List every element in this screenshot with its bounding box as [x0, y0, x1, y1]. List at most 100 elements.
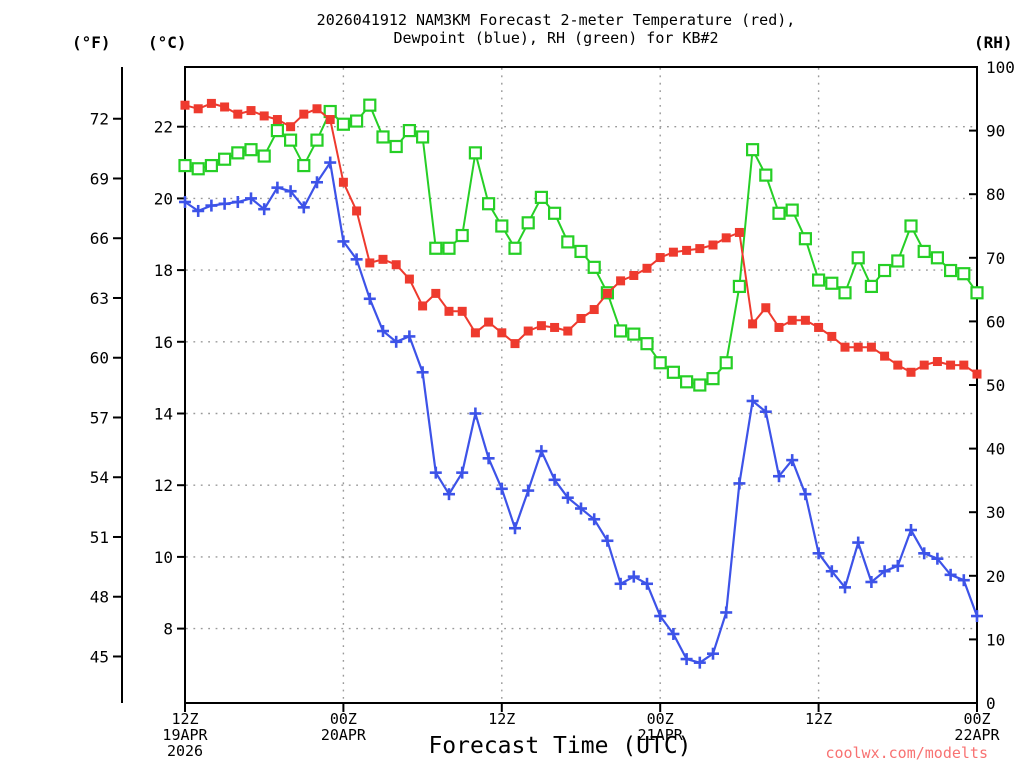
rh-marker — [838, 286, 852, 300]
2-meter-temperature-marker — [616, 276, 626, 286]
fahrenheit-tick-label: 60 — [90, 349, 109, 368]
rh-marker — [534, 190, 549, 204]
rh-marker — [930, 251, 945, 265]
rh-marker — [706, 372, 720, 386]
rh-marker — [495, 219, 509, 233]
x-tick-label: 19APR — [162, 726, 208, 744]
x-tick-label: 00Z — [963, 710, 990, 728]
2-meter-temperature-marker — [695, 244, 705, 254]
2-meter-temperature-marker — [906, 367, 916, 377]
2-meter-temperature-marker — [602, 288, 612, 298]
2-meter-temperature-marker — [338, 177, 348, 187]
celsius-tick-label: 16 — [154, 333, 173, 352]
rh-marker — [310, 133, 324, 147]
rh-marker — [864, 279, 879, 294]
celsius-axis-header: (°C) — [148, 33, 187, 52]
rh-marker — [627, 327, 641, 341]
chart-title-line1: 2026041912 NAM3KM Forecast 2-meter Tempe… — [316, 11, 796, 29]
2-meter-temperature-marker — [629, 270, 639, 280]
2-meter-temperature-marker — [180, 100, 190, 110]
rh-marker — [719, 356, 733, 370]
rh-marker — [231, 146, 245, 160]
2-meter-temperature-marker — [563, 326, 573, 336]
2-meter-temperature-marker — [378, 254, 388, 264]
2-meter-temperature-marker — [959, 360, 969, 370]
celsius-tick-label: 22 — [154, 118, 173, 137]
2-meter-temperature-marker — [193, 104, 203, 114]
2-meter-temperature-marker — [853, 342, 863, 352]
rh-marker — [679, 375, 694, 389]
rh-marker — [363, 98, 377, 112]
2-meter-temperature-marker — [708, 240, 718, 250]
x-tick-label: 00Z — [647, 710, 674, 728]
rh-marker — [811, 273, 826, 287]
x-tick-label: 12Z — [488, 710, 515, 728]
2-meter-temperature-marker — [484, 317, 494, 327]
rh-marker — [218, 152, 232, 166]
2-meter-temperature-marker — [510, 339, 520, 349]
celsius-tick-label: 18 — [154, 261, 173, 280]
2-meter-temperature-marker — [206, 98, 216, 108]
watermark-link[interactable]: coolwx.com/modelts — [825, 744, 988, 762]
2-meter-temperature-marker — [642, 263, 652, 273]
rh-marker — [666, 365, 681, 379]
rh-marker — [561, 235, 575, 249]
2-meter-temperature-marker — [418, 301, 428, 311]
rh-tick-label: 80 — [986, 185, 1005, 204]
2-meter-temperature-marker — [246, 106, 256, 116]
rh-marker — [482, 197, 496, 211]
rh-axis-header: (RH) — [974, 33, 1013, 52]
rh-marker — [904, 219, 918, 233]
rh-marker — [521, 216, 535, 230]
x-tick-label: 12Z — [171, 710, 198, 728]
fahrenheit-tick-label: 48 — [90, 588, 109, 607]
2-meter-temperature-marker — [800, 315, 810, 325]
fahrenheit-axis-header: (°F) — [72, 33, 111, 52]
2-meter-temperature-marker — [431, 288, 441, 298]
rh-marker — [957, 267, 971, 281]
2-meter-temperature-marker — [312, 104, 322, 114]
2-meter-temperature-marker — [866, 342, 876, 352]
2-meter-temperature-marker — [589, 305, 599, 315]
rh-marker — [745, 143, 760, 157]
2-meter-temperature-marker — [259, 111, 269, 121]
fahrenheit-tick-label: 66 — [90, 229, 109, 248]
rh-marker — [442, 241, 456, 255]
2-meter-temperature-marker — [668, 247, 678, 257]
2-meter-temperature-marker — [299, 109, 309, 119]
rh-marker — [640, 337, 654, 351]
fahrenheit-tick-label: 69 — [90, 169, 109, 188]
celsius-tick-label: 10 — [154, 548, 173, 567]
2-meter-temperature-marker — [721, 233, 731, 243]
fahrenheit-tick-label: 54 — [90, 468, 109, 487]
rh-tick-label: 70 — [986, 249, 1005, 268]
celsius-tick-label: 20 — [154, 189, 173, 208]
rh-tick-label: 10 — [986, 630, 1005, 649]
rh-marker — [191, 162, 205, 176]
rh-marker — [613, 324, 628, 338]
rh-tick-label: 50 — [986, 376, 1005, 395]
rh-marker — [178, 158, 192, 173]
rh-marker — [416, 130, 430, 144]
2-meter-temperature-marker — [325, 115, 335, 125]
rh-marker — [402, 123, 416, 138]
rh-marker — [257, 149, 271, 163]
rh-tick-label: 30 — [986, 503, 1005, 522]
2-meter-temperature-marker — [523, 326, 533, 336]
2-meter-temperature-marker — [787, 315, 797, 325]
rh-marker — [244, 143, 258, 157]
rh-marker — [297, 158, 311, 173]
fahrenheit-tick-label: 63 — [90, 289, 109, 308]
rh-marker — [389, 139, 403, 154]
2-meter-temperature-marker — [576, 313, 586, 323]
rh-tick-label: 20 — [986, 567, 1005, 586]
2-meter-temperature-marker — [536, 321, 546, 331]
2-meter-temperature-marker — [272, 115, 282, 125]
rh-marker — [547, 206, 562, 220]
2-meter-temperature-marker — [365, 258, 375, 268]
2-meter-temperature-marker — [814, 322, 824, 332]
2-meter-temperature-marker — [655, 253, 665, 263]
rh-marker — [825, 276, 839, 290]
2-meter-temperature-marker — [734, 227, 744, 237]
